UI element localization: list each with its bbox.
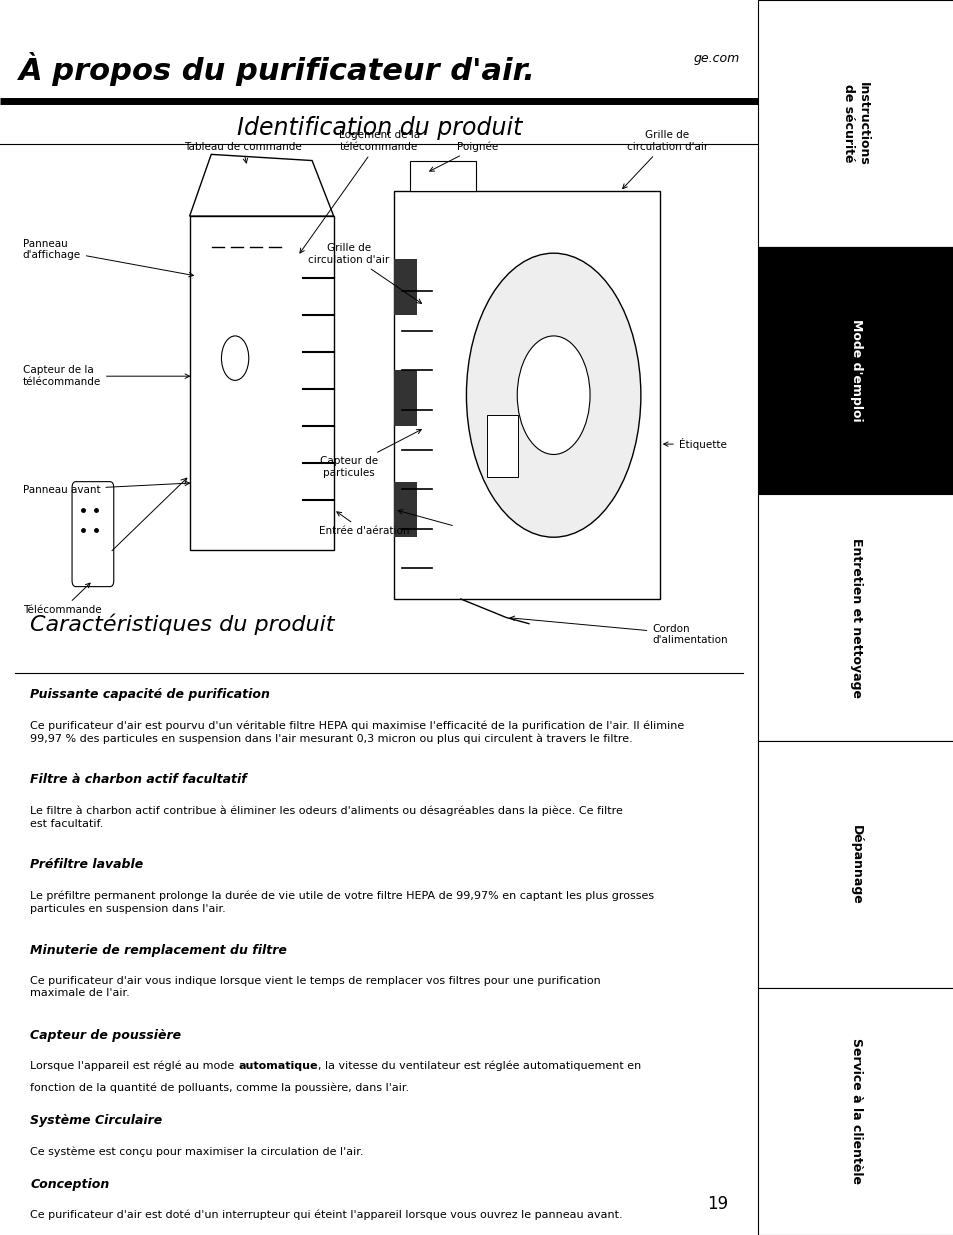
Text: Entretien et nettoyage: Entretien et nettoyage [849,537,862,698]
Text: Ce purificateur d'air vous indique lorsque vient le temps de remplacer vos filtr: Ce purificateur d'air vous indique lorsq… [30,976,600,998]
Circle shape [466,253,640,537]
Text: Télécommande: Télécommande [23,583,101,615]
Text: Instructions
de sécurité: Instructions de sécurité [841,82,869,165]
Bar [394,370,416,426]
FancyBboxPatch shape [72,482,113,587]
Bar [394,482,416,537]
Text: Identification du produit: Identification du produit [236,116,521,140]
Text: Grille de
circulation d'air: Grille de circulation d'air [622,131,707,189]
Text: Ce purificateur d'air est pourvu d'un véritable filtre HEPA qui maximise l'effic: Ce purificateur d'air est pourvu d'un vé… [30,720,684,743]
Bar [190,216,334,550]
Text: Puissante capacité de purification: Puissante capacité de purification [30,688,270,701]
Text: Mode d'emploi: Mode d'emploi [849,319,862,422]
Text: Capteur de poussière: Capteur de poussière [30,1029,181,1042]
Text: Ce système est conçu pour maximiser la circulation de l'air.: Ce système est conçu pour maximiser la c… [30,1146,363,1157]
Text: Caractéristiques du produit: Caractéristiques du produit [30,614,335,635]
Text: Le filtre à charbon actif contribue à éliminer les odeurs d'aliments ou désagréa: Le filtre à charbon actif contribue à él… [30,805,622,829]
Text: fonction de la quantité de polluants, comme la poussière, dans l'air.: fonction de la quantité de polluants, co… [30,1082,409,1093]
Bar [487,415,517,477]
Bar [758,0,953,247]
Text: Dépannage: Dépannage [849,825,862,904]
Text: Logement de la
télécommande: Logement de la télécommande [299,131,419,253]
Text: 19: 19 [706,1194,727,1213]
Text: Capteur de
particules: Capteur de particules [319,430,421,478]
Bar [758,494,953,741]
Circle shape [221,336,249,380]
Text: Minuterie de remplacement du filtre: Minuterie de remplacement du filtre [30,944,287,957]
Bar [409,161,476,191]
Text: Étiquette: Étiquette [663,438,726,450]
Text: Panneau
d'affichage: Panneau d'affichage [23,238,193,277]
Text: , la vitesse du ventilateur est réglée automatiquement en: , la vitesse du ventilateur est réglée a… [317,1061,640,1072]
Text: Conception: Conception [30,1178,110,1191]
Bar [394,191,659,599]
Text: ge.com: ge.com [693,52,739,65]
Circle shape [517,336,590,454]
Text: Ce purificateur d'air est doté d'un interrupteur qui éteint l'appareil lorsque v: Ce purificateur d'air est doté d'un inte… [30,1210,622,1220]
Text: Cordon
d'alimentation: Cordon d'alimentation [510,616,727,645]
Text: Poignée: Poignée [429,141,497,172]
Text: À propos du purificateur d'air.: À propos du purificateur d'air. [19,52,536,86]
Bar [394,259,416,315]
Text: Système Circulaire: Système Circulaire [30,1114,162,1128]
Text: Le préfiltre permanent prolonge la durée de vie utile de votre filtre HEPA de 99: Le préfiltre permanent prolonge la durée… [30,890,654,914]
Polygon shape [190,154,334,216]
Text: Service à la clientèle: Service à la clientèle [849,1039,862,1184]
Text: Filtre à charbon actif facultatif: Filtre à charbon actif facultatif [30,773,247,787]
Bar [758,988,953,1235]
Bar [758,741,953,988]
Text: Lorsque l'appareil est réglé au mode: Lorsque l'appareil est réglé au mode [30,1061,238,1072]
Text: automatique: automatique [238,1061,317,1071]
Text: Tableau de commande: Tableau de commande [184,142,301,163]
Text: Panneau avant: Panneau avant [23,482,190,494]
Text: Capteur de la
télécommande: Capteur de la télécommande [23,366,190,387]
Text: Entrée d'aération: Entrée d'aération [318,511,409,536]
Bar [758,247,953,494]
Text: Grille de
circulation d'air: Grille de circulation d'air [308,243,421,304]
Text: Préfiltre lavable: Préfiltre lavable [30,858,144,872]
